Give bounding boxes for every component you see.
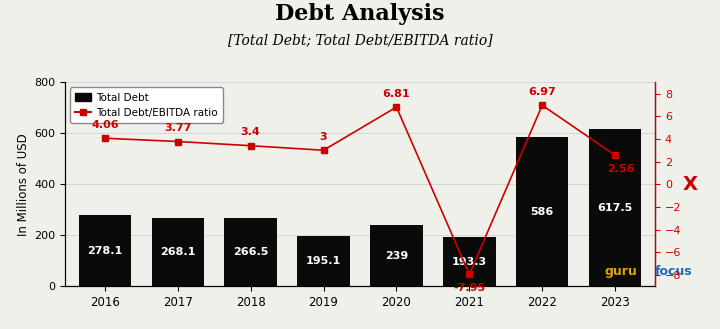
Text: 239: 239 bbox=[384, 251, 408, 261]
Bar bbox=[78, 215, 131, 286]
Text: 4.06: 4.06 bbox=[91, 120, 119, 130]
Text: [Total Debt; Total Debt/EBITDA ratio]: [Total Debt; Total Debt/EBITDA ratio] bbox=[228, 33, 492, 47]
Text: 586: 586 bbox=[531, 207, 554, 216]
Text: 6.81: 6.81 bbox=[382, 89, 410, 99]
Text: 278.1: 278.1 bbox=[87, 246, 122, 256]
Text: focus: focus bbox=[655, 265, 693, 278]
Bar bbox=[225, 218, 277, 286]
Text: Debt Analysis: Debt Analysis bbox=[275, 3, 445, 25]
Text: -7.95: -7.95 bbox=[454, 283, 485, 293]
Text: 3.4: 3.4 bbox=[240, 127, 261, 138]
Bar bbox=[297, 237, 350, 286]
Bar bbox=[516, 137, 569, 286]
Text: 2.56: 2.56 bbox=[607, 164, 634, 174]
Y-axis label: In Millions of USD: In Millions of USD bbox=[17, 133, 30, 236]
Text: 195.1: 195.1 bbox=[306, 256, 341, 266]
Text: 3.77: 3.77 bbox=[164, 123, 192, 133]
Text: 617.5: 617.5 bbox=[598, 203, 633, 213]
Text: 193.3: 193.3 bbox=[451, 257, 487, 266]
Bar bbox=[370, 225, 423, 286]
Text: 268.1: 268.1 bbox=[160, 247, 195, 257]
Text: 266.5: 266.5 bbox=[233, 247, 269, 257]
Text: 3: 3 bbox=[320, 132, 328, 142]
Text: X: X bbox=[683, 175, 698, 194]
Text: guru: guru bbox=[605, 265, 637, 278]
Legend: Total Debt, Total Debt/EBITDA ratio: Total Debt, Total Debt/EBITDA ratio bbox=[70, 88, 223, 123]
Text: 6.97: 6.97 bbox=[528, 87, 556, 97]
Bar bbox=[151, 218, 204, 286]
Bar bbox=[443, 237, 495, 286]
Bar bbox=[589, 129, 642, 286]
